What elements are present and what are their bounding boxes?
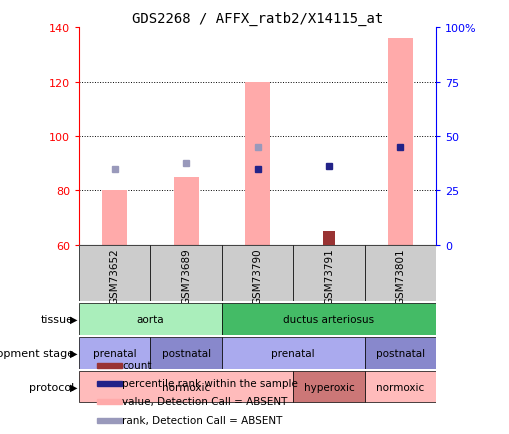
Text: normoxic: normoxic bbox=[376, 382, 423, 392]
Text: ▶: ▶ bbox=[70, 348, 77, 358]
Bar bbox=[79, 245, 150, 302]
Bar bbox=[387, 39, 412, 245]
Bar bbox=[221, 338, 364, 369]
Bar bbox=[174, 178, 199, 245]
Text: GSM73652: GSM73652 bbox=[109, 248, 120, 305]
Text: ▶: ▶ bbox=[70, 314, 77, 324]
Text: postnatal: postnatal bbox=[375, 348, 424, 358]
Text: aorta: aorta bbox=[136, 314, 164, 324]
Text: count: count bbox=[122, 361, 152, 371]
Text: rank, Detection Call = ABSENT: rank, Detection Call = ABSENT bbox=[122, 415, 282, 425]
Text: percentile rank within the sample: percentile rank within the sample bbox=[122, 378, 298, 388]
Text: tissue: tissue bbox=[41, 314, 74, 324]
Bar bbox=[364, 372, 435, 403]
Bar bbox=[221, 304, 435, 335]
Bar bbox=[97, 381, 122, 386]
Text: GSM73790: GSM73790 bbox=[252, 248, 262, 305]
Text: GSM73689: GSM73689 bbox=[181, 248, 191, 305]
Text: development stage: development stage bbox=[0, 348, 74, 358]
Bar bbox=[97, 418, 122, 423]
Bar bbox=[79, 338, 150, 369]
Bar bbox=[79, 372, 293, 403]
Bar bbox=[221, 245, 293, 302]
Text: ▶: ▶ bbox=[70, 382, 77, 392]
Title: GDS2268 / AFFX_ratb2/X14115_at: GDS2268 / AFFX_ratb2/X14115_at bbox=[132, 12, 382, 26]
Text: hyperoxic: hyperoxic bbox=[303, 382, 354, 392]
Bar bbox=[364, 338, 435, 369]
Bar bbox=[97, 399, 122, 404]
Bar bbox=[102, 191, 127, 245]
Bar bbox=[364, 245, 435, 302]
Bar bbox=[293, 245, 364, 302]
Bar bbox=[293, 372, 364, 403]
Bar bbox=[150, 338, 221, 369]
Text: normoxic: normoxic bbox=[162, 382, 210, 392]
Text: protocol: protocol bbox=[29, 382, 74, 392]
Text: postnatal: postnatal bbox=[161, 348, 210, 358]
Text: GSM73791: GSM73791 bbox=[323, 248, 333, 305]
Text: GSM73801: GSM73801 bbox=[394, 248, 405, 305]
Text: ductus arteriosus: ductus arteriosus bbox=[283, 314, 374, 324]
Text: value, Detection Call = ABSENT: value, Detection Call = ABSENT bbox=[122, 397, 287, 407]
Bar bbox=[245, 82, 270, 245]
Bar bbox=[150, 245, 221, 302]
Bar bbox=[79, 304, 221, 335]
Bar bbox=[323, 232, 334, 245]
Text: prenatal: prenatal bbox=[93, 348, 136, 358]
Text: prenatal: prenatal bbox=[271, 348, 315, 358]
Bar bbox=[97, 363, 122, 368]
